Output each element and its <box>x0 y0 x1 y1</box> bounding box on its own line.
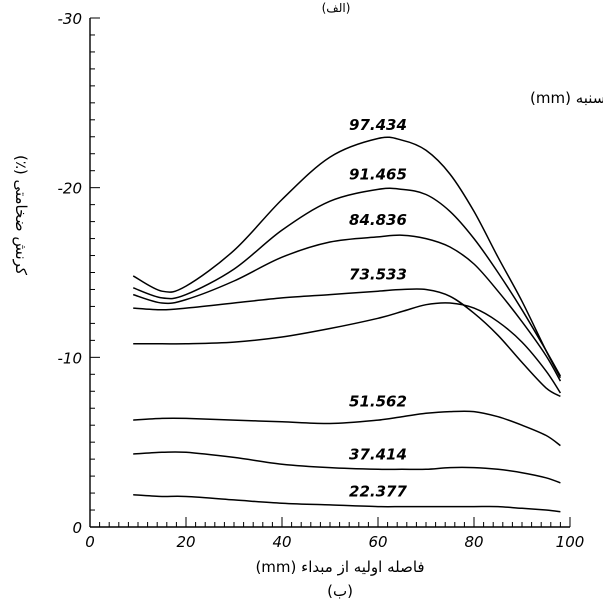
series-line <box>132 136 562 379</box>
chart-series <box>132 136 562 513</box>
y-tick-label: 0 <box>72 519 82 537</box>
series-labels: 97.434 91.465 84.836 73.533 51.562 37.414 22.3… <box>349 116 407 500</box>
series-line <box>133 494 561 513</box>
bottom-caption: (ب) <box>327 582 353 600</box>
top-caption: (الف) <box>322 1 351 15</box>
x-tick-label: 0 <box>85 533 95 551</box>
series-line <box>133 410 561 447</box>
series-line <box>133 302 562 394</box>
legend-title: عمق سنبه (mm) <box>530 89 603 107</box>
y-tick-label: -30 <box>58 10 83 28</box>
series-line <box>133 288 561 398</box>
series-label: 37.414 <box>349 445 407 463</box>
x-tick-label: 20 <box>176 533 195 551</box>
series-label: 84.836 <box>349 211 407 229</box>
chart-axes: 0 20 40 60 80 100 0 -10 -20 -30 <box>58 10 585 551</box>
series-label: 73.533 <box>349 265 407 283</box>
x-tick-label: 60 <box>368 533 387 551</box>
y-tick-label: -20 <box>58 180 83 198</box>
series-label: 97.434 <box>349 116 407 134</box>
y-tick-label: -10 <box>58 349 83 367</box>
x-tick-label: 100 <box>556 533 585 551</box>
y-axis-label: کرنش ضخامتی (٪) <box>12 155 30 276</box>
series-label: 22.377 <box>349 483 407 501</box>
series-label: 51.562 <box>349 393 407 411</box>
x-axis-label: فاصله اولیه از مبداء (mm) <box>255 558 424 576</box>
series-line <box>132 187 562 377</box>
series-line <box>132 234 562 382</box>
series-label: 91.465 <box>349 165 407 183</box>
x-tick-label: 40 <box>272 533 291 551</box>
series-line <box>133 451 561 484</box>
x-tick-label: 80 <box>464 533 483 551</box>
